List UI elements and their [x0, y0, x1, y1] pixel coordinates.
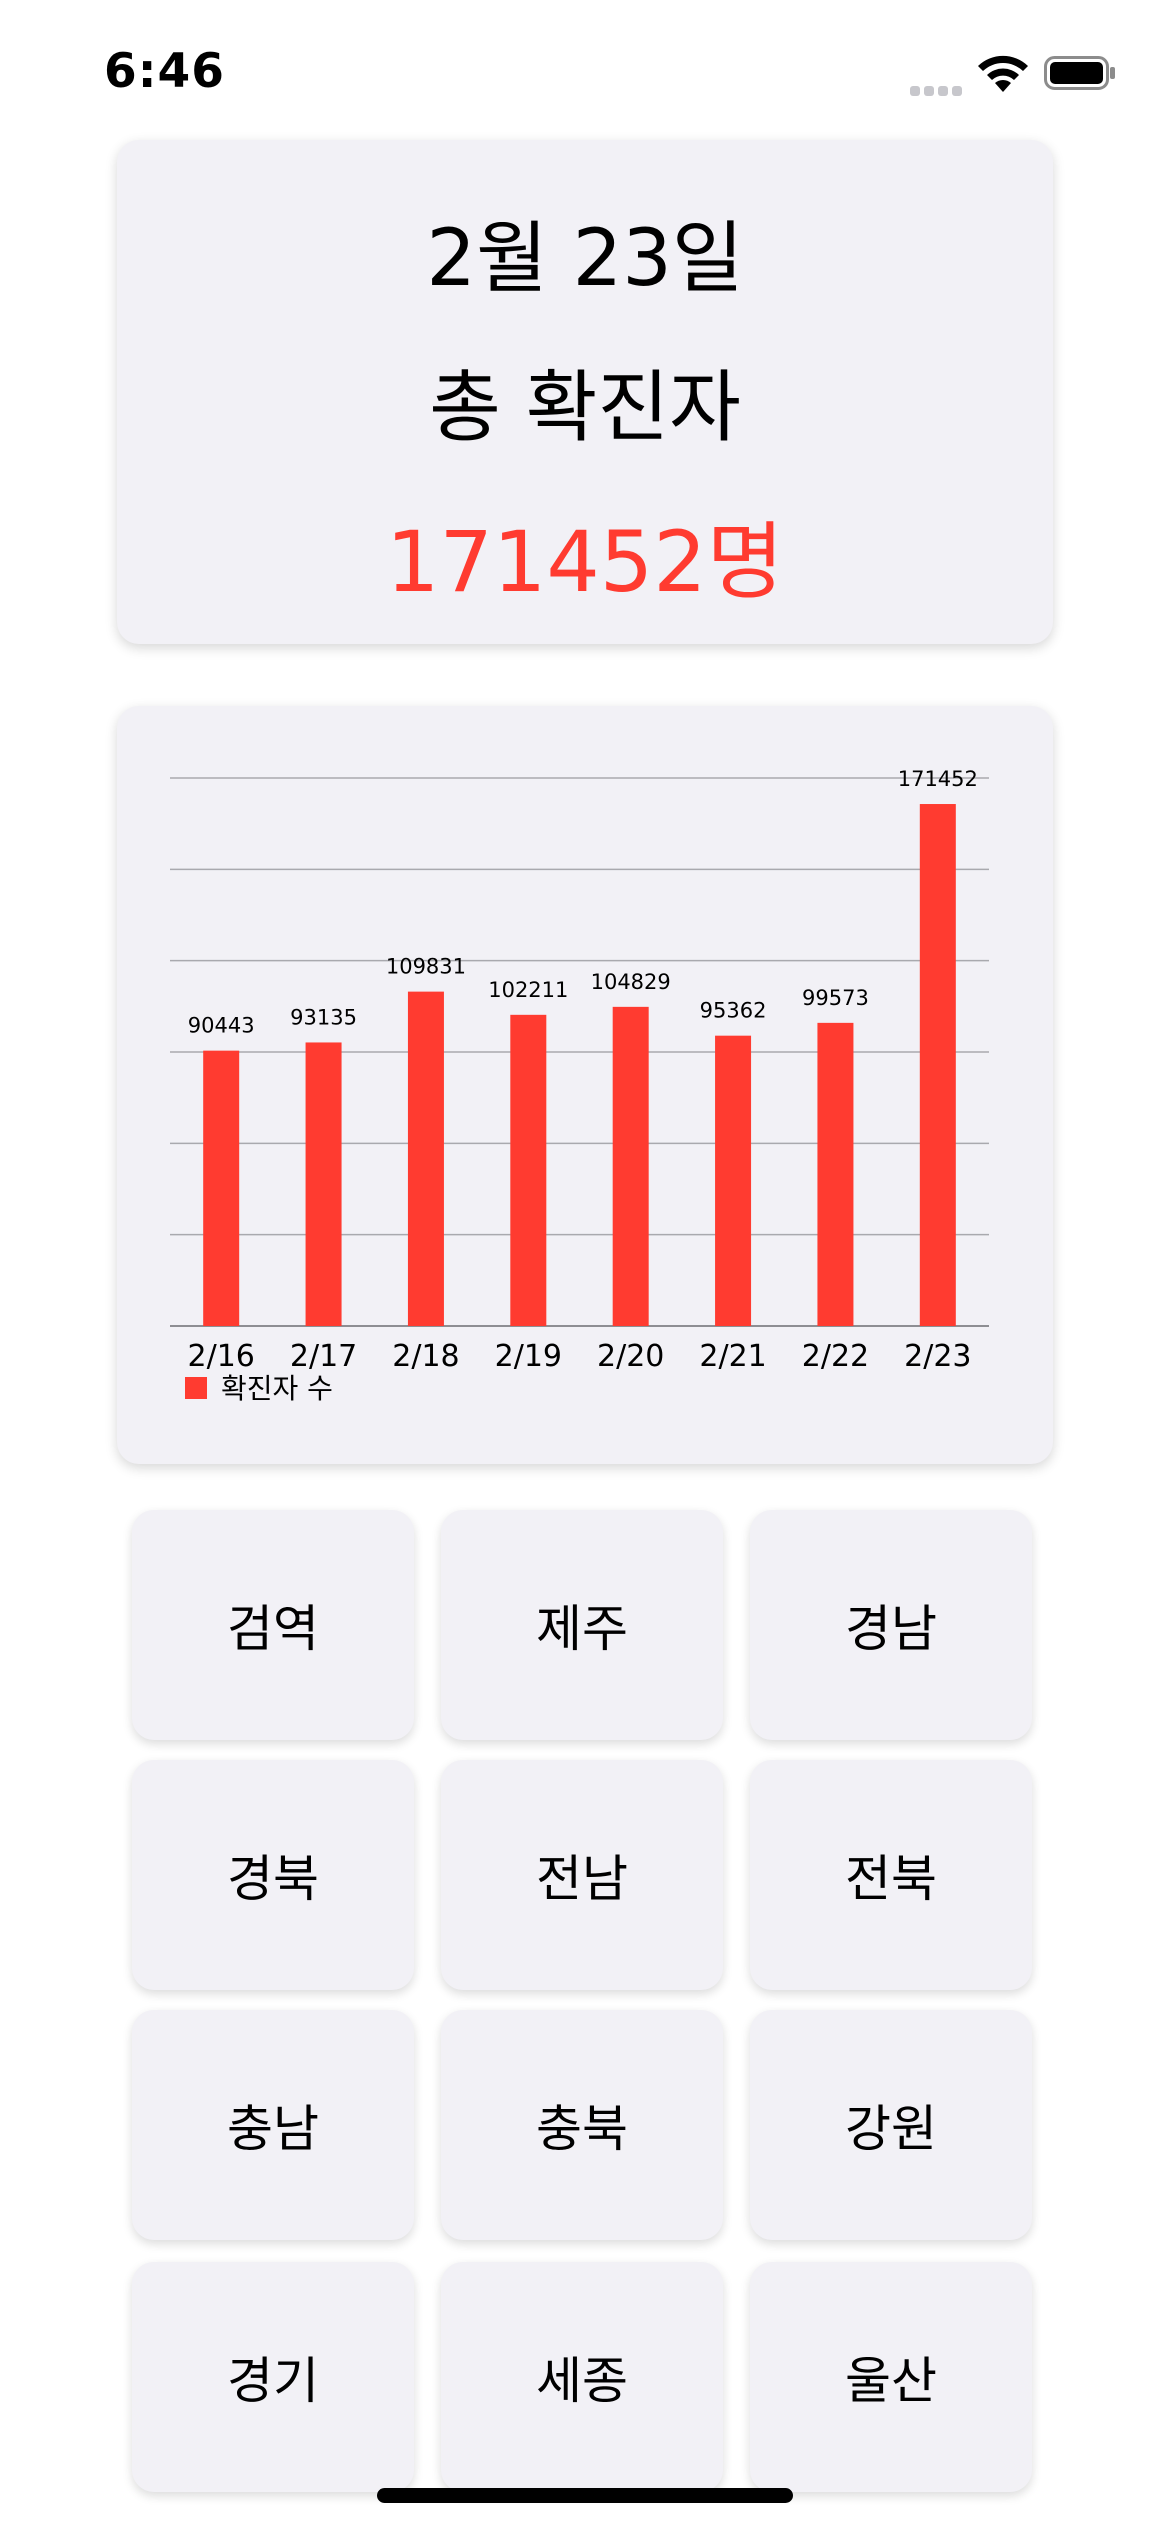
bar-chart: 90443 2/16 93135 2/17 109831 2/18 102211 2/19 10… — [170, 767, 989, 1405]
region-button-4[interactable]: 전남 — [441, 1760, 723, 1990]
data-label: 104829 — [591, 970, 671, 994]
x-tick-label: 2/22 — [802, 1339, 869, 1374]
region-button-1[interactable]: 제주 — [441, 1510, 723, 1740]
chart-card: 90443 2/16 93135 2/17 109831 2/18 102211 2/19 10… — [117, 706, 1053, 1464]
summary-label: 총 확진자 — [429, 363, 741, 453]
bar-2/20 — [612, 1006, 649, 1326]
region-button-2[interactable]: 경남 — [750, 1510, 1032, 1740]
bar-2/23 — [919, 804, 956, 1326]
battery-icon — [1044, 56, 1115, 90]
region-button-0[interactable]: 검역 — [132, 1510, 414, 1740]
bar-2/16 — [203, 1050, 240, 1326]
x-tick-label: 2/19 — [495, 1339, 562, 1374]
wifi-icon — [978, 55, 1028, 92]
summary-card: 2월 23일 총 확진자 171452명 — [117, 140, 1053, 644]
data-label: 102211 — [488, 978, 568, 1002]
data-label: 99573 — [802, 986, 869, 1010]
data-label: 109831 — [386, 955, 466, 979]
bar-2/18 — [407, 991, 444, 1326]
region-button-7[interactable]: 충북 — [441, 2010, 723, 2240]
region-button-5[interactable]: 전북 — [750, 1760, 1032, 1990]
x-tick-label: 2/21 — [699, 1339, 766, 1374]
x-tick-label: 2/20 — [597, 1339, 664, 1374]
bar-2/17 — [305, 1042, 342, 1326]
status-time: 6:46 — [104, 44, 225, 99]
x-tick-label: 2/23 — [904, 1339, 971, 1374]
bar-2/22 — [817, 1022, 854, 1326]
bar-2/21 — [715, 1035, 752, 1326]
x-tick-label: 2/16 — [188, 1339, 255, 1374]
region-button-9[interactable]: 경기 — [132, 2262, 414, 2492]
region-button-11[interactable]: 울산 — [750, 2262, 1032, 2492]
data-label: 90443 — [188, 1014, 255, 1038]
legend-label: 확진자 수 — [221, 1372, 333, 1405]
data-label: 171452 — [898, 767, 978, 791]
data-label: 95362 — [700, 999, 767, 1023]
home-indicator — [377, 2488, 793, 2503]
x-tick-label: 2/18 — [392, 1339, 459, 1374]
signal-icon — [910, 82, 962, 96]
bar-2/19 — [510, 1014, 547, 1326]
summary-date: 2월 23일 — [426, 214, 744, 304]
region-button-3[interactable]: 경북 — [132, 1760, 414, 1990]
region-button-10[interactable]: 세종 — [441, 2262, 723, 2492]
legend-swatch — [185, 1377, 207, 1399]
summary-count: 171452명 — [386, 513, 784, 611]
x-tick-label: 2/17 — [290, 1339, 357, 1374]
region-button-8[interactable]: 강원 — [750, 2010, 1032, 2240]
status-bar: 6:46 — [0, 0, 1170, 140]
region-button-6[interactable]: 충남 — [132, 2010, 414, 2240]
data-label: 93135 — [290, 1005, 357, 1029]
